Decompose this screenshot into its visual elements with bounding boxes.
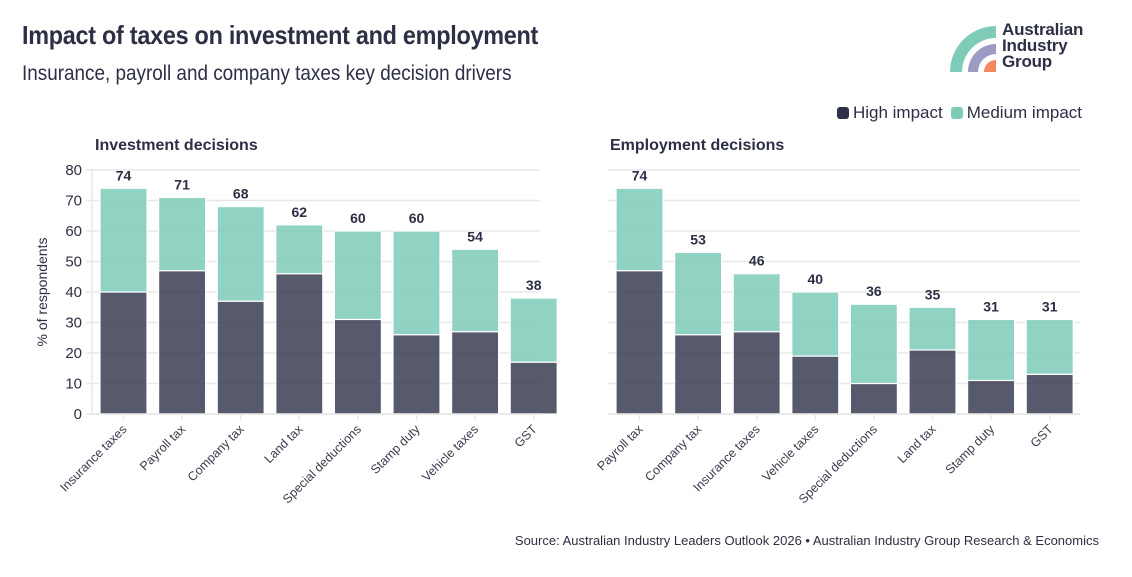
- bar-medium-impact: [99, 187, 148, 293]
- data-label-total: 36: [866, 283, 882, 299]
- x-tick-label: Vehicle taxes: [759, 422, 821, 484]
- data-label-total: 62: [292, 204, 308, 220]
- data-label-total: 60: [409, 210, 425, 226]
- bar-medium-impact: [392, 230, 441, 336]
- bar-medium-impact: [791, 291, 840, 357]
- data-label-total: 60: [350, 210, 366, 226]
- data-label-total: 74: [632, 167, 648, 183]
- bar-high-impact: [908, 349, 957, 415]
- bar-high-impact: [509, 361, 558, 415]
- y-tick-label: 0: [74, 406, 82, 423]
- bar-high-impact: [966, 379, 1016, 415]
- data-label-total: 54: [467, 228, 483, 244]
- chart-title: Impact of taxes on investment and employ…: [22, 20, 539, 50]
- x-tick-label: Vehicle taxes: [419, 422, 481, 484]
- legend: High impact Medium impact: [836, 103, 1082, 123]
- legend-label-high: High impact: [852, 103, 943, 122]
- legend-swatch-high: [836, 107, 849, 119]
- panel-employment: Employment decisions 74 Payroll tax 53 Compa…: [594, 137, 1080, 506]
- bar-medium-impact: [158, 196, 207, 272]
- bar-high-impact: [392, 334, 441, 415]
- x-tick-label: Company tax: [185, 422, 248, 485]
- y-tick-label: 50: [65, 254, 82, 271]
- y-tick-label: 10: [65, 376, 82, 393]
- x-tick-label: GST: [512, 422, 540, 450]
- bar-high-impact: [1025, 373, 1074, 415]
- bar-high-impact: [791, 355, 840, 415]
- source-note: Source: Australian Industry Leaders Outl…: [514, 533, 1099, 548]
- legend-label-medium: Medium impact: [966, 103, 1082, 122]
- data-label-total: 40: [808, 271, 824, 287]
- bar-high-impact: [732, 331, 781, 415]
- bar-medium-impact: [732, 273, 781, 333]
- y-tick-label: 80: [65, 162, 82, 179]
- bar-medium-impact: [275, 224, 324, 275]
- data-label-total: 31: [983, 298, 999, 314]
- data-label-total: 53: [690, 231, 706, 247]
- x-tick-label: Payroll tax: [594, 422, 646, 474]
- bar-high-impact: [158, 270, 207, 415]
- x-tick-label: Land tax: [895, 422, 939, 466]
- data-label-total: 46: [749, 253, 765, 269]
- y-tick-label: 30: [65, 315, 82, 332]
- legend-swatch-medium: [950, 107, 963, 119]
- bar-medium-impact: [849, 303, 899, 385]
- x-tick-label: Insurance taxes: [57, 422, 129, 494]
- y-tick-label: 40: [65, 284, 82, 301]
- legend-item-high: High impact: [836, 103, 943, 123]
- data-label-total: 71: [174, 176, 190, 192]
- bar-high-impact: [849, 382, 899, 415]
- x-tick-label: Stamp duty: [368, 422, 423, 477]
- x-tick-label: Payroll tax: [137, 422, 189, 474]
- bar-medium-impact: [216, 206, 265, 302]
- bar-high-impact: [216, 300, 265, 415]
- bar-high-impact: [99, 291, 148, 415]
- data-label-total: 68: [233, 186, 249, 202]
- bar-medium-impact: [509, 297, 558, 363]
- bar-high-impact: [615, 270, 664, 415]
- bar-medium-impact: [966, 318, 1016, 382]
- x-tick-label: Land tax: [262, 422, 306, 466]
- logo-text: Australian Industry Group: [1002, 20, 1084, 71]
- logo-line-1: Australian: [1002, 20, 1084, 39]
- logo-line-3: Group: [1002, 52, 1052, 71]
- bar-high-impact: [333, 318, 382, 415]
- bar-high-impact: [275, 273, 324, 415]
- y-tick-label: 20: [65, 345, 82, 362]
- logo-mark-icon: [950, 26, 996, 72]
- legend-item-medium: Medium impact: [950, 103, 1082, 123]
- australian-industry-group-logo: Australian Industry Group: [948, 20, 1098, 78]
- bar-medium-impact: [908, 306, 957, 351]
- x-tick-label: GST: [1028, 422, 1056, 450]
- x-tick-label: Company tax: [642, 422, 705, 485]
- bar-medium-impact: [451, 248, 500, 333]
- bar-high-impact: [451, 331, 500, 415]
- x-tick-label: Stamp duty: [943, 422, 998, 477]
- panel-investment: Investment decisions 0 10 20 30 40 50 60 70 80 % o…: [34, 137, 558, 506]
- bar-high-impact: [673, 334, 723, 415]
- data-label-total: 38: [526, 277, 542, 293]
- data-label-total: 74: [116, 167, 132, 183]
- y-tick-label: 70: [65, 193, 82, 210]
- y-axis-title: % of respondents: [34, 238, 50, 347]
- bar-medium-impact: [333, 230, 382, 321]
- bar-medium-impact: [1025, 318, 1074, 375]
- panel-title: Employment decisions: [610, 137, 784, 154]
- bar-medium-impact: [673, 251, 723, 336]
- chart-subtitle: Insurance, payroll and company taxes key…: [22, 62, 512, 85]
- data-label-total: 31: [1042, 298, 1058, 314]
- y-tick-label: 60: [65, 223, 82, 240]
- panel-title: Investment decisions: [95, 137, 258, 154]
- bar-medium-impact: [615, 187, 664, 272]
- data-label-total: 35: [925, 286, 941, 302]
- logo-line-2: Industry: [1002, 36, 1068, 55]
